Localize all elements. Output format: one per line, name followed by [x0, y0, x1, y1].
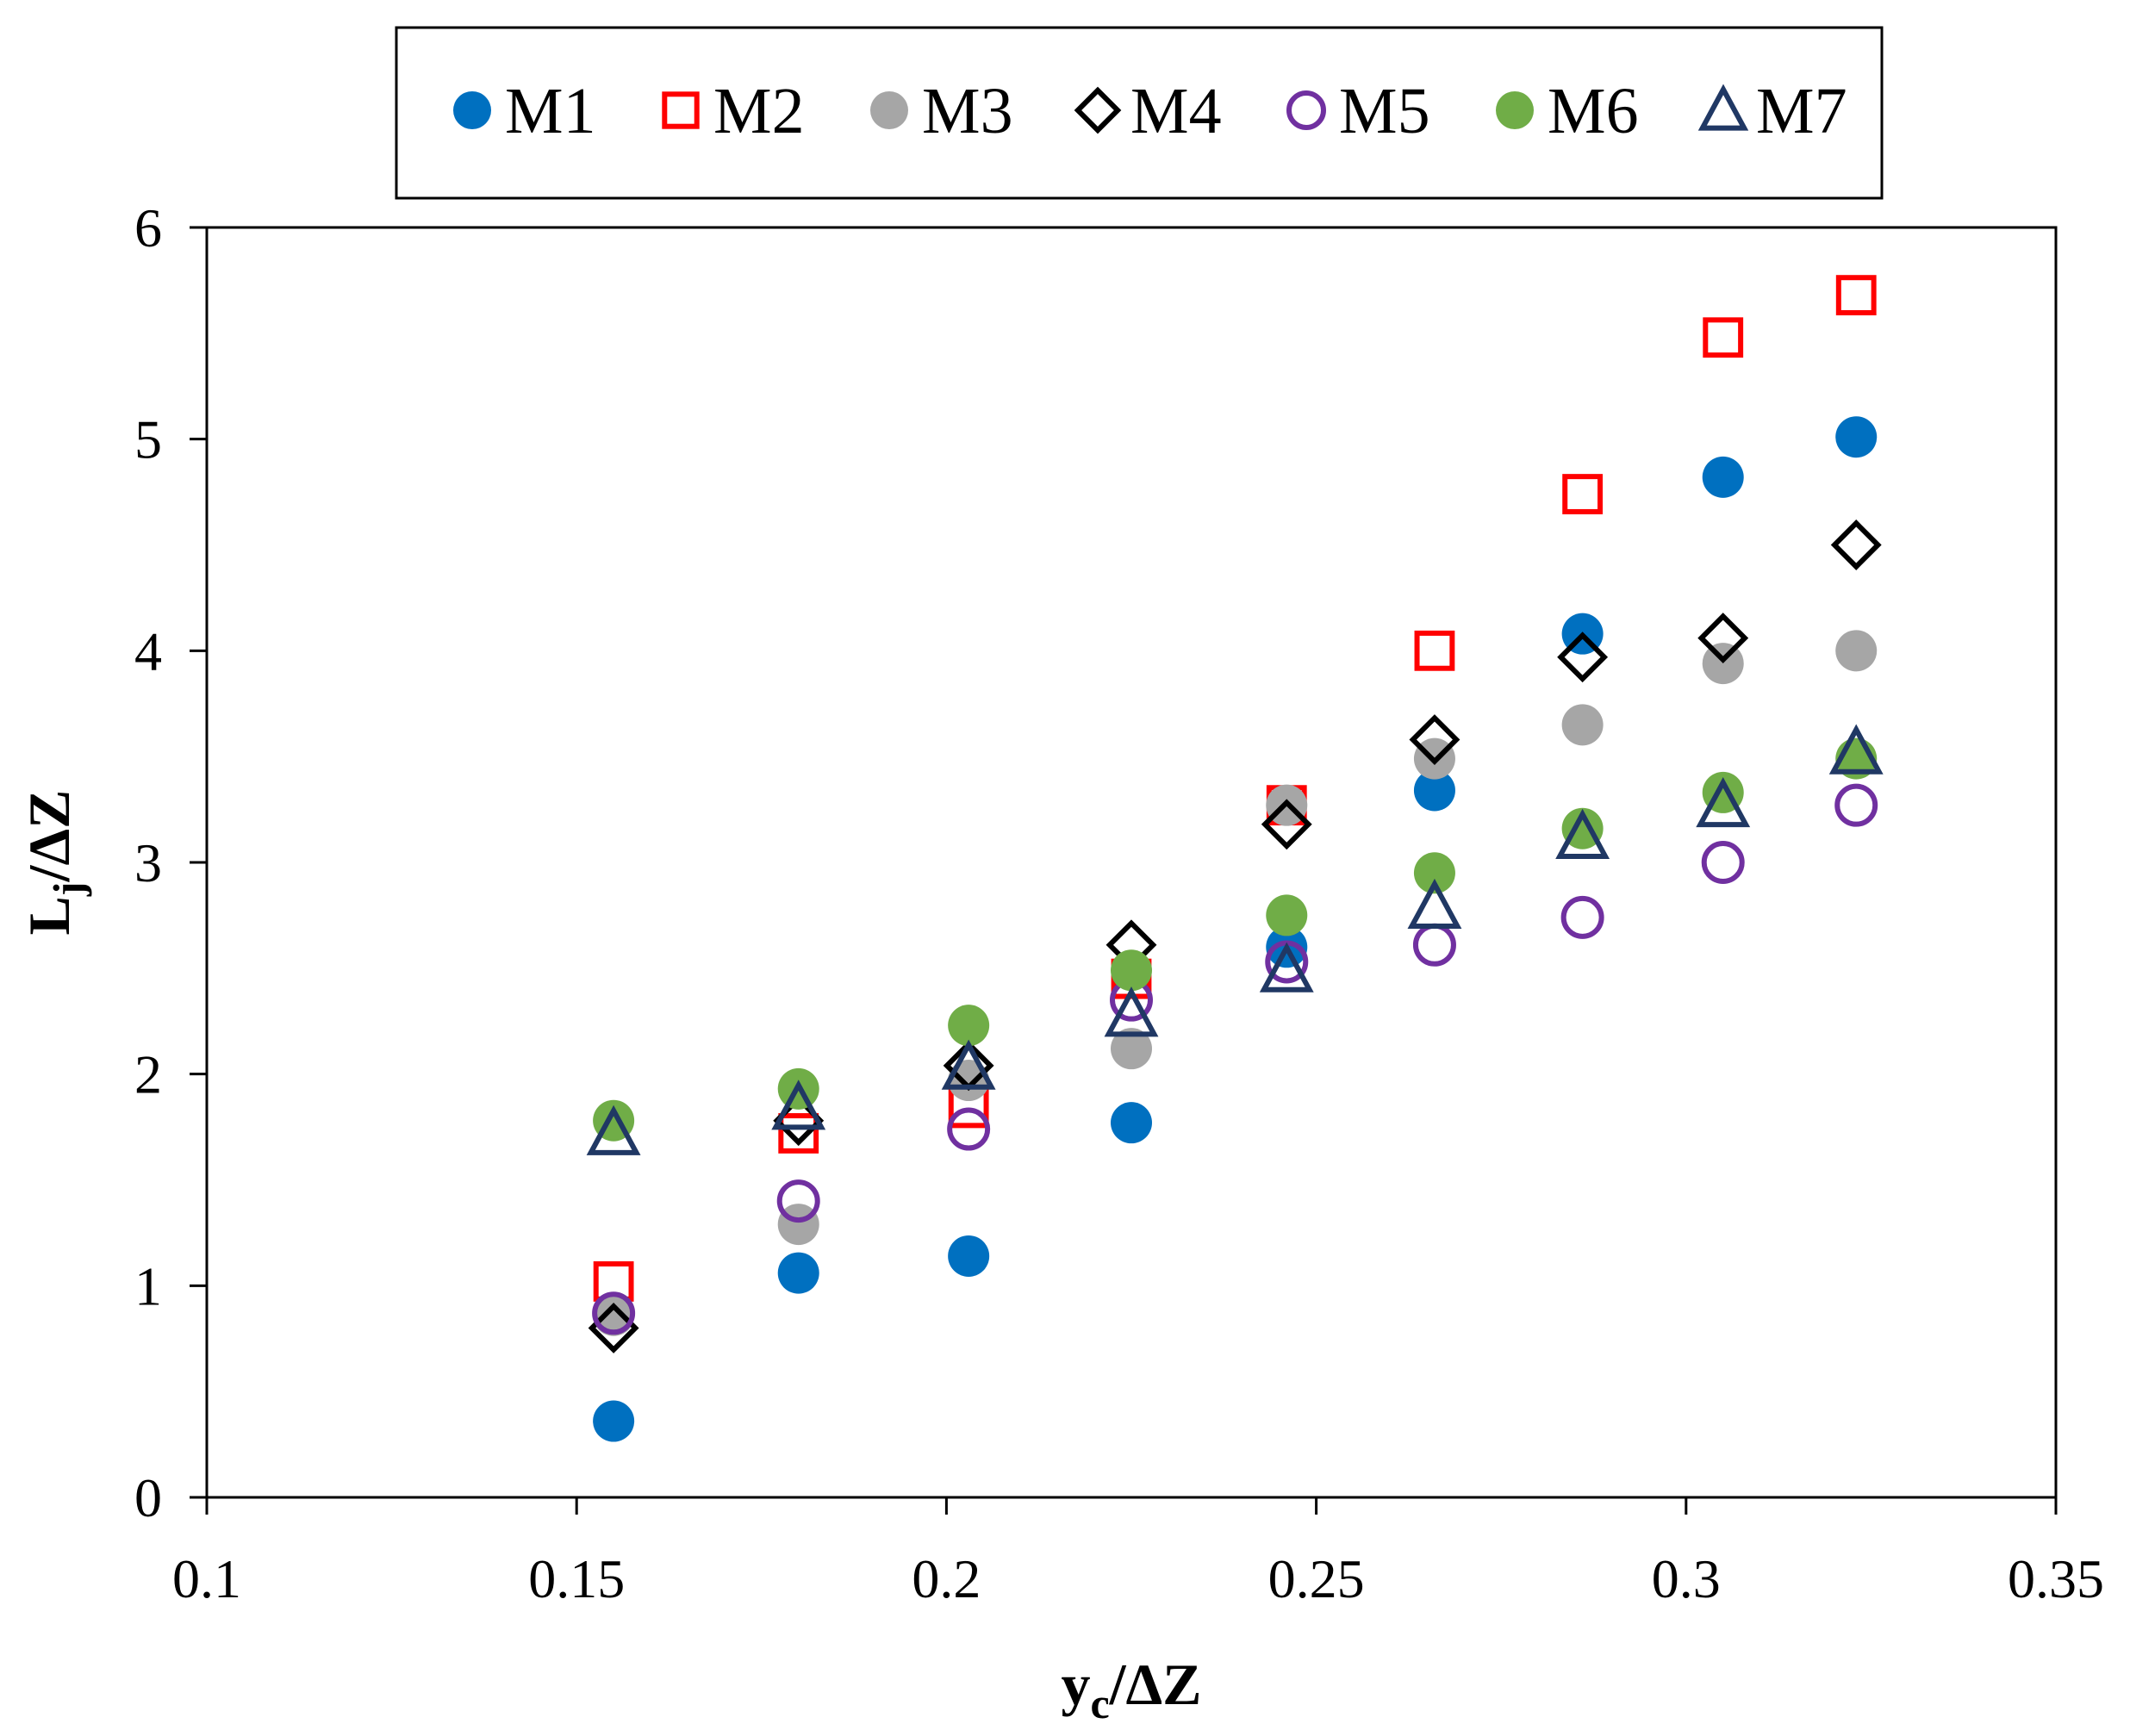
point-m7	[586, 1104, 641, 1155]
x-tick-label: 0.1	[172, 1548, 241, 1609]
point-m7	[1828, 724, 1884, 775]
point-m6	[1111, 949, 1152, 992]
point-m6	[948, 1005, 990, 1047]
legend-marker-m7	[1697, 84, 1749, 131]
point-m1	[1413, 769, 1455, 812]
x-tick-label: 0.15	[528, 1548, 625, 1609]
point-m5	[1701, 841, 1745, 884]
point-m2	[778, 1113, 819, 1154]
legend-label: M4	[1130, 75, 1222, 147]
point-m2	[1562, 474, 1604, 514]
point-m6	[1266, 894, 1308, 936]
point-m5	[1834, 783, 1878, 827]
y-tick-label: 2	[134, 1044, 162, 1105]
legend-marker-m2	[662, 91, 700, 129]
legend-marker-m3	[870, 91, 908, 129]
y-tick-label: 0	[134, 1467, 162, 1528]
point-m5	[592, 1291, 636, 1335]
point-m5	[1560, 895, 1604, 939]
series-m7	[586, 724, 1884, 1155]
legend-marker-m4	[1074, 86, 1122, 134]
y-tick-label: 3	[134, 832, 162, 893]
point-m1	[1835, 416, 1878, 458]
y-axis: 0 1 2 3 4 5 6	[134, 197, 207, 1528]
legend-item-m7: M7	[1697, 75, 1847, 147]
legend-item-m4: M4	[1074, 75, 1222, 147]
legend-label: M1	[505, 75, 596, 147]
point-m1	[777, 1252, 819, 1294]
point-m3	[1835, 630, 1878, 672]
series-m5	[592, 783, 1878, 1335]
data-points	[586, 275, 1884, 1442]
legend-label: M6	[1548, 75, 1639, 147]
x-tick-label: 0.35	[2008, 1548, 2104, 1609]
point-m3	[1702, 643, 1744, 685]
point-m7	[771, 1080, 826, 1130]
point-m2	[1703, 317, 1744, 358]
x-tick-label: 0.3	[1652, 1548, 1721, 1609]
point-m6	[1413, 852, 1455, 894]
legend-marker-m1	[453, 91, 491, 129]
legend-label: M3	[922, 75, 1013, 147]
point-m4	[1557, 632, 1609, 683]
legend-item-m2: M2	[662, 75, 805, 147]
point-m4	[1697, 613, 1749, 664]
point-m7	[1555, 808, 1610, 859]
point-m4	[1409, 714, 1460, 765]
y-tick-label: 1	[134, 1255, 162, 1316]
x-axis-title: yc/ΔZ	[1061, 1652, 1201, 1727]
point-m2	[1414, 630, 1455, 671]
y-tick-label: 4	[134, 620, 162, 681]
point-m3	[593, 1294, 635, 1336]
legend-label: M2	[713, 75, 805, 147]
point-m1	[1702, 456, 1744, 498]
legend-item-m3: M3	[870, 75, 1013, 147]
legend-label: M5	[1339, 75, 1430, 147]
legend-item-m5: M5	[1286, 75, 1430, 147]
legend: M1 M2 M3 M4 M5 M6 M7	[395, 26, 1884, 200]
series-m1	[593, 416, 1878, 1442]
point-m4	[588, 1303, 639, 1353]
point-m5	[776, 1179, 820, 1223]
y-tick-label: 6	[134, 197, 162, 258]
x-axis: 0.1 0.15 0.2 0.25 0.3 0.35	[172, 1497, 2104, 1609]
point-m6	[1561, 807, 1604, 849]
legend-item-m6: M6	[1496, 75, 1639, 147]
point-m1	[948, 1235, 990, 1277]
point-m4	[1830, 520, 1882, 570]
point-m2	[1835, 275, 1877, 316]
point-m3	[948, 1060, 990, 1102]
x-tick-label: 0.2	[912, 1548, 981, 1609]
point-m7	[941, 1039, 996, 1090]
point-m7	[1407, 878, 1462, 930]
y-tick-label: 5	[134, 409, 162, 470]
legend-marker-m5	[1286, 90, 1326, 130]
point-m1	[593, 1400, 635, 1442]
point-m3	[1111, 1028, 1152, 1070]
point-m4	[1261, 799, 1312, 850]
x-tick-label: 0.25	[1268, 1548, 1365, 1609]
legend-item-m1: M1	[453, 75, 596, 147]
point-m7	[1259, 942, 1314, 992]
point-m7	[1696, 776, 1751, 828]
point-m5	[947, 1107, 991, 1151]
point-m3	[1561, 704, 1604, 746]
legend-label: M7	[1756, 75, 1847, 147]
legend-box	[395, 26, 1884, 200]
point-m1	[1111, 1102, 1152, 1144]
point-m7	[1104, 986, 1159, 1037]
legend-marker-m6	[1496, 91, 1534, 129]
y-axis-title: Lj/ΔZ	[16, 790, 92, 936]
